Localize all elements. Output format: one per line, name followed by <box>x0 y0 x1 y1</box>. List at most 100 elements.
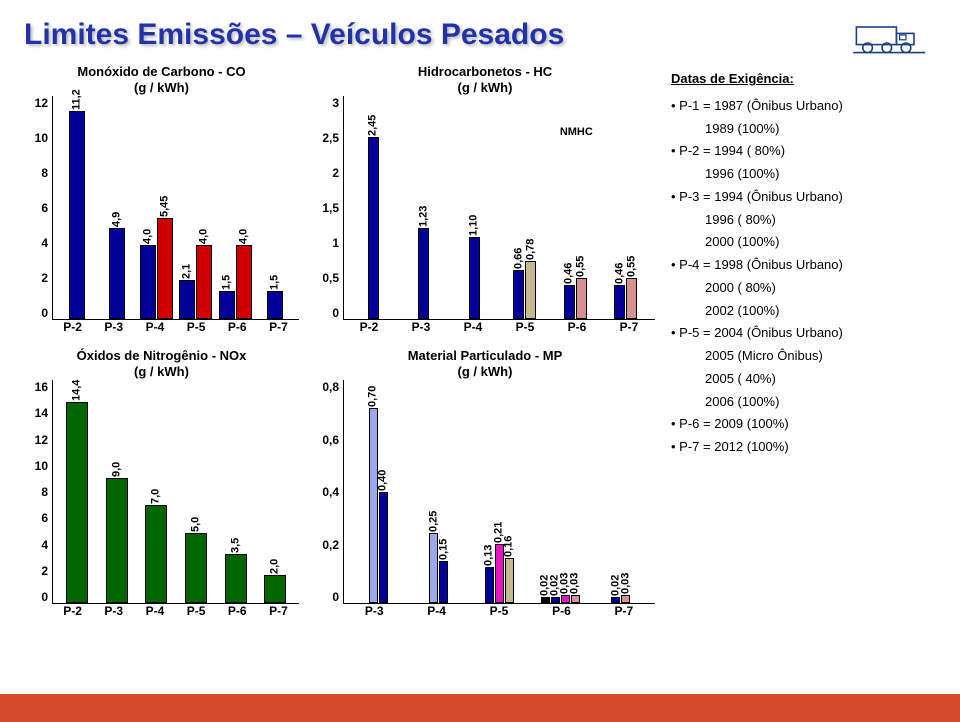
truck-icon <box>850 10 930 60</box>
x-tick: P-7 <box>603 320 655 334</box>
bar: 1,5 <box>267 291 283 319</box>
bar-group: 1,54,0 <box>216 96 256 319</box>
plot-area: 11,24,94,05,452,14,01,54,01,5 <box>52 96 299 320</box>
bar: 0,02 <box>551 597 560 603</box>
bar: 0,15 <box>439 561 448 603</box>
bar-label: 5,45 <box>158 195 170 218</box>
date-item: • P-1 = 1987 (Ônibus Urbano) <box>671 95 936 118</box>
bar-label: 0,46 <box>613 262 625 285</box>
bar-group: 9,0 <box>97 380 137 603</box>
chart-title: Monóxido de Carbono - CO(g / kWh) <box>24 64 299 96</box>
bar-label: 4,0 <box>141 228 153 245</box>
date-subitem: 2006 (100%) <box>671 391 936 414</box>
chart-hc: Hidrocarbonetos - HC(g / kWh)00,511,522,… <box>315 64 655 334</box>
plot-area: 14,4 9,0 7,0 5,0 3,5 2,0 <box>52 380 299 604</box>
bar: 2,0 <box>264 575 286 603</box>
bar: 0,55 <box>576 278 587 319</box>
bar-group: 0,130,210,16 <box>469 380 530 603</box>
bar-group: 1,5 <box>255 96 295 319</box>
plot-area: NMHC2,451,231,100,660,780,460,550,460,55 <box>343 96 655 320</box>
date-item: • P-3 = 1994 (Ônibus Urbano) <box>671 186 936 209</box>
x-tick: P-6 <box>551 320 603 334</box>
x-axis: P-2P-3P-4P-5P-6P-7 <box>24 320 299 334</box>
bar: 0,02 <box>611 597 620 603</box>
bar-label: 14,4 <box>70 380 82 403</box>
bar-label: 0,66 <box>512 248 524 271</box>
bar-group: 0,02 0,03 <box>590 380 651 603</box>
page-title: Limites Emissões – Veículos Pesados <box>24 18 936 52</box>
date-subitem: 1996 (100%) <box>671 163 936 186</box>
bar-label: 9,0 <box>110 461 122 478</box>
bar: 0,46 <box>564 285 575 319</box>
bar: 5,45 <box>157 218 173 319</box>
bar-group: 2,45 <box>348 96 399 319</box>
bar-group: 1,23 <box>399 96 450 319</box>
dates-panel: Datas de Exigência:• P-1 = 1987 (Ônibus … <box>671 64 936 712</box>
y-axis: 00,511,522,53 <box>315 96 343 320</box>
bar-group: 2,0 <box>255 380 295 603</box>
bar: 0,55 <box>626 278 637 319</box>
bar-label: 0,15 <box>437 539 449 562</box>
bar-group: 1,10 <box>449 96 500 319</box>
bar-label: 0,70 <box>367 385 379 408</box>
bar-label: 3,5 <box>229 538 241 555</box>
bar: 4,0 <box>236 245 252 319</box>
bar-label: 4,0 <box>238 228 250 245</box>
date-subitem: 2000 ( 80%) <box>671 277 936 300</box>
x-tick: P-3 <box>93 320 134 334</box>
x-tick: P-7 <box>258 320 299 334</box>
bar-label: 0,03 <box>619 572 631 595</box>
bar: 0,66 <box>513 270 524 319</box>
bar-label: 5,0 <box>189 517 201 534</box>
bar: 3,5 <box>225 554 247 603</box>
bar: 0,70 <box>369 408 378 603</box>
date-subitem: 1989 (100%) <box>671 118 936 141</box>
x-tick: P-2 <box>52 604 93 618</box>
date-item: • P-7 = 2012 (100%) <box>671 436 936 459</box>
x-tick: P-5 <box>176 320 217 334</box>
bar-group: 4,9 <box>97 96 137 319</box>
x-tick: P-3 <box>395 320 447 334</box>
x-tick: P-2 <box>343 320 395 334</box>
bar: 2,45 <box>368 137 379 319</box>
x-tick: P-7 <box>258 604 299 618</box>
bar-label: 0,55 <box>625 256 637 279</box>
x-axis: P-3P-4P-5P-6P-7 <box>315 604 655 618</box>
bar: 0,02 <box>541 597 550 603</box>
date-subitem: 2005 ( 40%) <box>671 368 936 391</box>
date-subitem: 1996 ( 80%) <box>671 209 936 232</box>
bar: 0,46 <box>614 285 625 319</box>
bar: 7,0 <box>145 505 167 603</box>
bar-group: 0,25 0,15 <box>409 380 470 603</box>
bar-label: 4,9 <box>110 212 122 229</box>
bar-group: 0,700,40 <box>348 380 409 603</box>
x-tick: P-6 <box>217 320 258 334</box>
chart-nox: Óxidos de Nitrogênio - NOx(g / kWh)02468… <box>24 348 299 618</box>
bar-label: 0,03 <box>569 572 581 595</box>
date-item: • P-5 = 2004 (Ônibus Urbano) <box>671 322 936 345</box>
bar-label: 4,0 <box>198 228 210 245</box>
bar-label: 0,13 <box>483 544 495 567</box>
x-tick: P-3 <box>93 604 134 618</box>
bar: 2,1 <box>179 280 195 319</box>
bar: 0,03 <box>571 595 580 603</box>
chart-title: Hidrocarbonetos - HC(g / kWh) <box>315 64 655 96</box>
bar-label: 1,5 <box>269 275 281 292</box>
bar-label: 11,2 <box>70 89 82 112</box>
bar-group: 0,020,02 0,030,03 <box>530 380 591 603</box>
bar-label: 7,0 <box>150 489 162 506</box>
bar-group: 14,4 <box>57 380 97 603</box>
bar-group: 0,660,78 <box>500 96 551 319</box>
chart-mp: Material Particulado - MP(g / kWh)00,20,… <box>315 348 655 618</box>
y-axis: 024681012 <box>24 96 52 320</box>
bar: 4,9 <box>109 228 125 319</box>
bar: 0,78 <box>525 261 536 319</box>
footer-band <box>0 694 960 722</box>
bar-label: 2,45 <box>367 114 379 137</box>
bar-group: 7,0 <box>136 380 176 603</box>
date-item: • P-2 = 1994 ( 80%) <box>671 140 936 163</box>
bar-label: 1,23 <box>417 205 429 228</box>
bar-label: 0,25 <box>427 511 439 534</box>
chart-title: Material Particulado - MP(g / kWh) <box>315 348 655 380</box>
bar: 14,4 <box>66 402 88 603</box>
